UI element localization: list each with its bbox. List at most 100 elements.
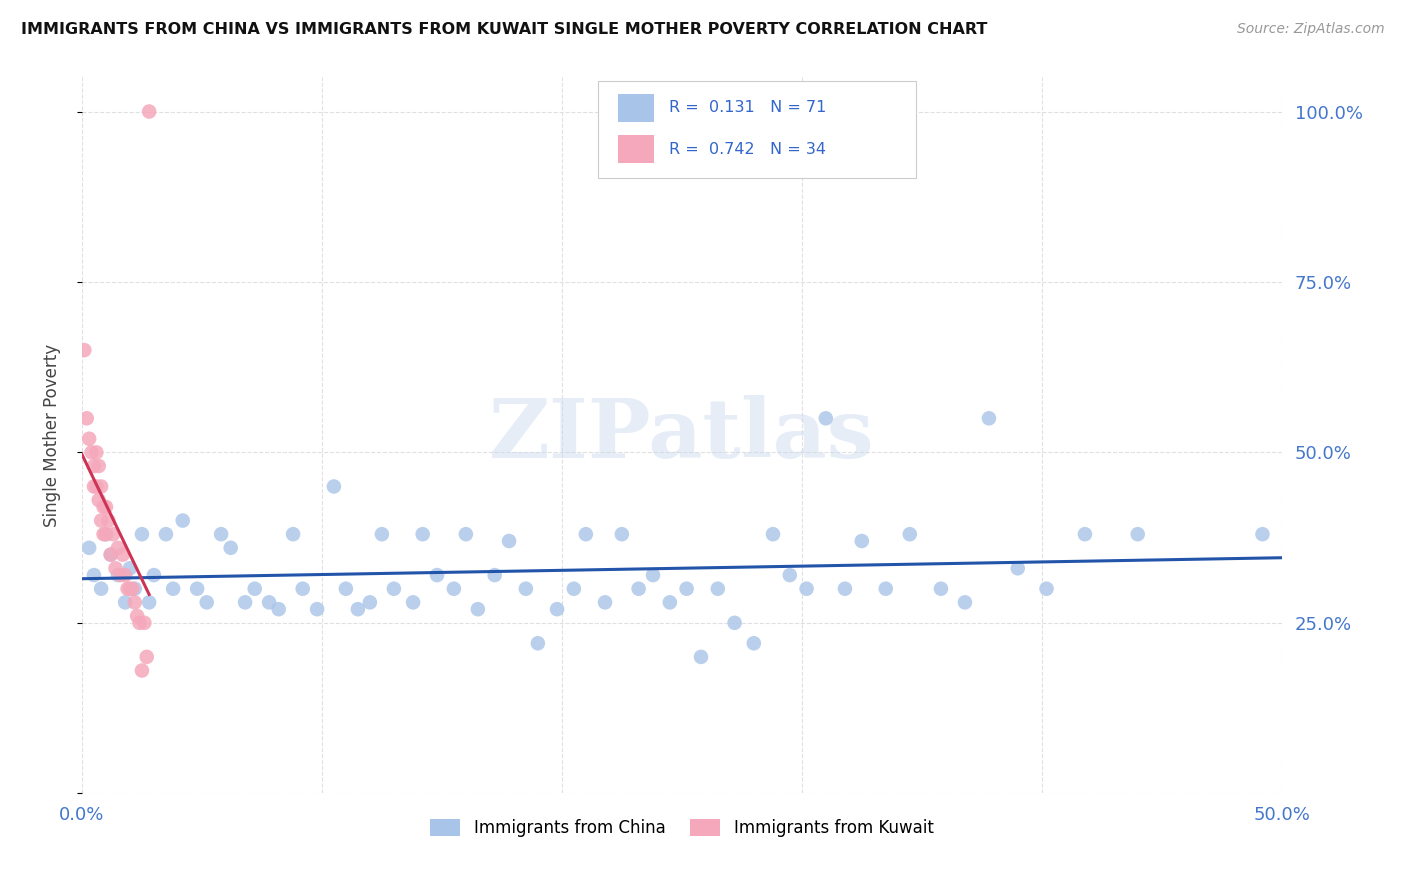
Point bbox=[80, 445, 103, 459]
Point bbox=[382, 582, 405, 596]
Point bbox=[90, 514, 112, 528]
Point bbox=[97, 514, 120, 528]
FancyBboxPatch shape bbox=[598, 81, 915, 178]
Point bbox=[593, 595, 616, 609]
Text: R =  0.742   N = 34: R = 0.742 N = 34 bbox=[669, 142, 825, 156]
Point bbox=[467, 602, 489, 616]
Point bbox=[291, 582, 314, 596]
Point bbox=[233, 595, 256, 609]
Point bbox=[73, 343, 96, 358]
Point bbox=[107, 568, 129, 582]
Legend: Immigrants from China, Immigrants from Kuwait: Immigrants from China, Immigrants from K… bbox=[423, 812, 941, 843]
Point bbox=[90, 479, 112, 493]
Point bbox=[281, 527, 304, 541]
Point bbox=[124, 595, 146, 609]
Point bbox=[135, 649, 157, 664]
Point bbox=[641, 568, 664, 582]
Text: ZIPatlas: ZIPatlas bbox=[489, 395, 875, 475]
Point bbox=[118, 582, 141, 596]
Point bbox=[515, 582, 537, 596]
Point bbox=[186, 582, 208, 596]
Point bbox=[93, 500, 115, 514]
Point bbox=[131, 664, 153, 678]
Point bbox=[929, 582, 952, 596]
Point bbox=[94, 527, 117, 541]
Point bbox=[690, 649, 713, 664]
Point bbox=[155, 527, 177, 541]
Point bbox=[1035, 582, 1057, 596]
Point bbox=[83, 479, 105, 493]
Point bbox=[94, 527, 117, 541]
Point bbox=[104, 561, 127, 575]
Point bbox=[134, 615, 156, 630]
Point bbox=[762, 527, 785, 541]
Point bbox=[100, 548, 122, 562]
Point bbox=[162, 582, 184, 596]
Point bbox=[128, 615, 150, 630]
Point bbox=[86, 445, 108, 459]
Point bbox=[322, 479, 344, 493]
Text: IMMIGRANTS FROM CHINA VS IMMIGRANTS FROM KUWAIT SINGLE MOTHER POVERTY CORRELATIO: IMMIGRANTS FROM CHINA VS IMMIGRANTS FROM… bbox=[21, 22, 987, 37]
Point bbox=[117, 582, 139, 596]
Point bbox=[742, 636, 765, 650]
Point bbox=[90, 582, 112, 596]
Point bbox=[138, 104, 160, 119]
Point bbox=[209, 527, 232, 541]
Point bbox=[87, 458, 110, 473]
Point bbox=[347, 602, 370, 616]
Point bbox=[86, 479, 108, 493]
Point bbox=[359, 595, 381, 609]
Point bbox=[723, 615, 745, 630]
FancyBboxPatch shape bbox=[619, 94, 654, 122]
Text: Source: ZipAtlas.com: Source: ZipAtlas.com bbox=[1237, 22, 1385, 37]
Point bbox=[110, 568, 132, 582]
Point bbox=[124, 582, 146, 596]
Point bbox=[658, 595, 681, 609]
Y-axis label: Single Mother Poverty: Single Mother Poverty bbox=[44, 343, 60, 527]
Point bbox=[93, 527, 115, 541]
Point bbox=[219, 541, 242, 555]
FancyBboxPatch shape bbox=[619, 135, 654, 163]
Point bbox=[834, 582, 856, 596]
Point bbox=[138, 595, 160, 609]
Point bbox=[121, 582, 143, 596]
Point bbox=[977, 411, 1000, 425]
Point bbox=[443, 582, 465, 596]
Point bbox=[1126, 527, 1149, 541]
Point bbox=[1007, 561, 1029, 575]
Point bbox=[307, 602, 329, 616]
Point bbox=[77, 541, 100, 555]
Point bbox=[498, 534, 520, 549]
Point bbox=[76, 411, 98, 425]
Point bbox=[111, 548, 134, 562]
Point bbox=[335, 582, 357, 596]
Point bbox=[142, 568, 165, 582]
Point bbox=[546, 602, 568, 616]
Point bbox=[94, 500, 117, 514]
Point bbox=[267, 602, 290, 616]
Text: R =  0.131   N = 71: R = 0.131 N = 71 bbox=[669, 101, 825, 115]
Point bbox=[172, 514, 194, 528]
Point bbox=[1074, 527, 1097, 541]
Point bbox=[412, 527, 434, 541]
Point bbox=[707, 582, 730, 596]
Point bbox=[131, 527, 153, 541]
Point bbox=[371, 527, 394, 541]
Point bbox=[796, 582, 818, 596]
Point bbox=[195, 595, 218, 609]
Point bbox=[107, 541, 129, 555]
Point bbox=[1251, 527, 1274, 541]
Point bbox=[627, 582, 650, 596]
Point bbox=[426, 568, 449, 582]
Point bbox=[898, 527, 921, 541]
Point bbox=[127, 609, 149, 624]
Point bbox=[114, 568, 136, 582]
Point bbox=[779, 568, 801, 582]
Point bbox=[814, 411, 837, 425]
Point bbox=[484, 568, 506, 582]
Point bbox=[257, 595, 280, 609]
Point bbox=[101, 527, 124, 541]
Point bbox=[851, 534, 873, 549]
Point bbox=[953, 595, 976, 609]
Point bbox=[77, 432, 100, 446]
